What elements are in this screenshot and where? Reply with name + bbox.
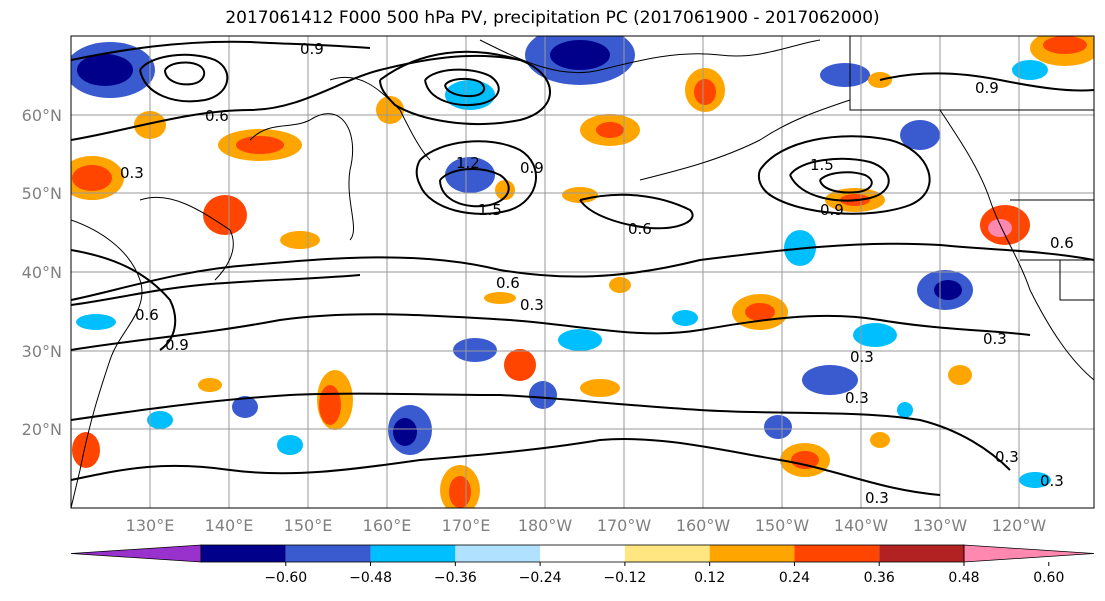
lon-label: 180°W: [518, 516, 573, 535]
lon-label: 170°W: [597, 516, 652, 535]
lat-label: 60°N: [22, 106, 62, 125]
contour-label: 0.3: [120, 164, 144, 182]
map-frame: [70, 35, 1095, 509]
colorbar-tick-label: −0.36: [434, 570, 477, 586]
contour-label: 1.5: [810, 156, 834, 174]
contour-label: 0.3: [983, 330, 1007, 348]
lon-label: 140°E: [205, 516, 254, 535]
lon-label: 160°E: [363, 516, 412, 535]
colorbar-segment: [455, 545, 541, 562]
graticule: [71, 36, 1094, 508]
pv-contours: [71, 40, 1094, 496]
longitude-axis: 130°E 140°E 150°E 160°E 170°E 180°W 170°…: [126, 516, 1047, 535]
contour-label: 0.6: [628, 220, 652, 238]
map-title: 2017061412 F000 500 hPa PV, precipitatio…: [225, 8, 880, 28]
contour-label: 1.5: [478, 201, 502, 219]
colorbar-tick-label: −0.60: [264, 570, 307, 586]
contour-label: 0.9: [975, 79, 999, 97]
lat-label: 20°N: [22, 420, 62, 439]
contour-label: 0.3: [520, 296, 544, 314]
colorbar-extend-low: [70, 544, 202, 563]
contour-label: 1.2: [456, 154, 480, 172]
contour-label: 0.9: [165, 336, 189, 354]
lon-label: 150°E: [284, 516, 333, 535]
contour-label: 0.6: [1050, 234, 1074, 252]
colorbar-segment: [285, 545, 371, 562]
contour-label: 0.6: [135, 306, 159, 324]
colorbar-extend-high: [963, 544, 1095, 563]
contour-label: 0.9: [300, 40, 324, 58]
lon-label: 170°E: [442, 516, 491, 535]
lon-label: 130°W: [913, 516, 968, 535]
colorbar: −0.60 −0.48 −0.36 −0.24 −0.12 0.12 0.24 0.36 0.4…: [70, 544, 1095, 586]
latitude-axis: 60°N 50°N 40°N 30°N 20°N: [22, 106, 62, 439]
colorbar-tick-label: 0.48: [948, 570, 979, 586]
colorbar-tick-label: 0.12: [694, 570, 725, 586]
lat-label: 50°N: [22, 184, 62, 203]
colorbar-segment: [201, 545, 286, 562]
contour-label: 0.9: [820, 201, 844, 219]
colorbar-tick-label: −0.48: [349, 570, 392, 586]
lon-label: 150°W: [755, 516, 810, 535]
colorbar-segment: [709, 545, 795, 562]
contour-label: 0.6: [205, 107, 229, 125]
contour-label: 0.3: [1040, 472, 1064, 490]
colorbar-segment: [540, 545, 625, 562]
contour-label: 0.3: [845, 389, 869, 407]
coastlines: [71, 36, 1094, 508]
lon-label: 140°W: [834, 516, 889, 535]
colorbar-tick-label: −0.24: [519, 570, 562, 586]
contour-label: 0.3: [865, 489, 889, 507]
lat-label: 30°N: [22, 342, 62, 361]
colorbar-segment: [879, 545, 964, 562]
contour-labels: 0.9 0.6 0.3 1.2 1.5 0.9 0.6 0.3 0.6 0.3 …: [120, 40, 1074, 507]
contour-label: 0.6: [496, 274, 520, 292]
contour-label: 0.3: [850, 348, 874, 366]
colorbar-segment: [624, 545, 710, 562]
colorbar-tick-label: 0.36: [864, 570, 895, 586]
lon-label: 130°E: [126, 516, 175, 535]
colorbar-segment: [794, 545, 880, 562]
colorbar-tick-label: 0.60: [1033, 570, 1064, 586]
colorbar-tick-label: 0.24: [779, 570, 810, 586]
contour-label: 0.3: [995, 448, 1019, 466]
colorbar-outline: [200, 544, 965, 563]
lon-label: 160°W: [676, 516, 731, 535]
contour-label: 0.9: [520, 159, 544, 177]
lon-label: 120°W: [992, 516, 1047, 535]
colorbar-tick-label: −0.12: [603, 570, 646, 586]
lat-label: 40°N: [22, 263, 62, 282]
colorbar-segment: [370, 545, 456, 562]
